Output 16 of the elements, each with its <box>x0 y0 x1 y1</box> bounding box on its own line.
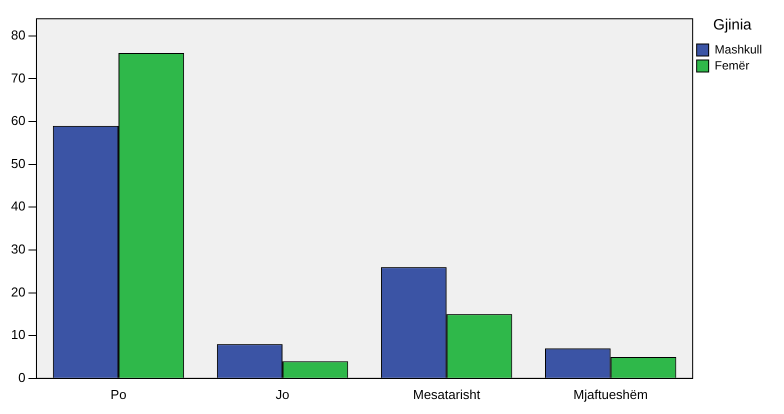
y-tick-label: 70 <box>10 70 26 86</box>
y-tick-label: 30 <box>10 242 26 257</box>
y-tick-label: 10 <box>10 327 26 342</box>
y-tick-label: 50 <box>10 156 26 171</box>
legend-title: Gjinia <box>713 16 752 34</box>
y-tick-label: 0 <box>18 370 26 385</box>
x-tick-label: Mesatarisht <box>412 386 481 402</box>
x-tick-label: Jo <box>276 386 290 402</box>
x-tick-label: Mjaftueshëm <box>573 386 648 402</box>
y-tick-label: 40 <box>10 198 26 214</box>
legend-label: Femër <box>714 58 750 72</box>
y-tick-label: 80 <box>10 28 26 42</box>
x-tick-label: Po <box>110 386 126 402</box>
y-tick-label: 60 <box>10 113 26 128</box>
y-tick-label: 20 <box>10 284 26 300</box>
legend-label: Mashkull <box>714 42 762 56</box>
